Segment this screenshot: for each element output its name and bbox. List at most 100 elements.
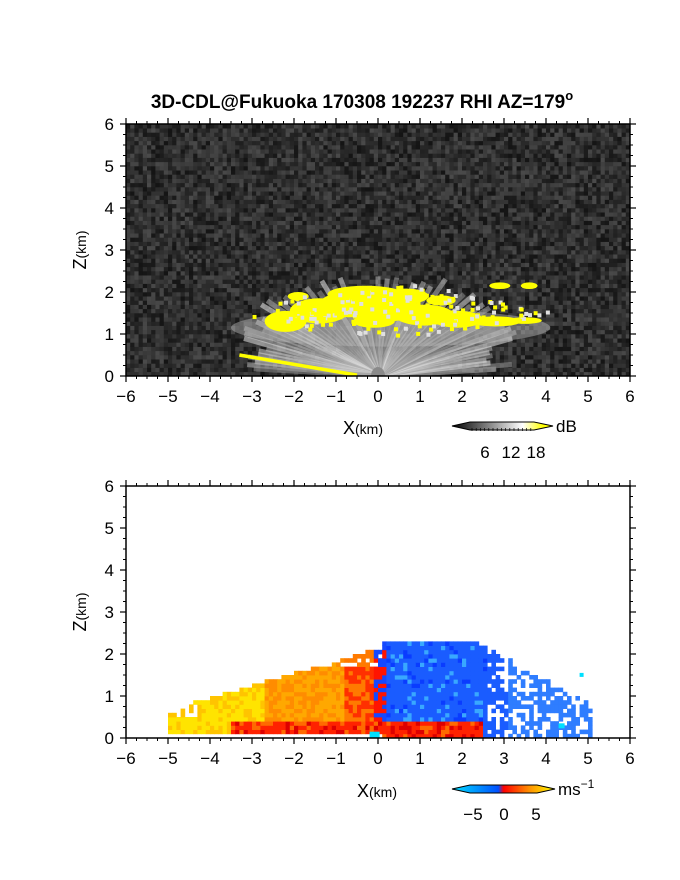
noise-cell (130, 363, 135, 368)
noise-cell (453, 245, 459, 251)
noise-cell (197, 149, 202, 154)
noise-cell (210, 149, 215, 154)
noise-cell (214, 195, 219, 200)
noise-cell (390, 195, 396, 200)
noise-cell (327, 271, 333, 276)
noise-cell (306, 275, 312, 280)
noise-cell (390, 145, 396, 150)
noise-cell (126, 174, 131, 179)
noise-cell (172, 174, 177, 179)
noise-cell (306, 241, 312, 247)
noise-cell (331, 266, 337, 272)
noise-cell (168, 153, 173, 158)
noise-cell (147, 367, 152, 373)
noise-cell (256, 136, 261, 142)
noise-cell (172, 161, 177, 167)
noise-cell (184, 363, 190, 368)
noise-cell (243, 170, 249, 175)
noise-cell (260, 166, 265, 171)
noise-cell (176, 191, 181, 196)
noise-cell (281, 229, 286, 234)
noise-cell (205, 342, 211, 347)
noise-cell (163, 363, 169, 368)
noise-cell (432, 182, 438, 188)
noise-cell (142, 254, 148, 259)
noise-cell (134, 304, 139, 310)
noise-cell (273, 296, 278, 301)
noise-cell (155, 153, 160, 158)
noise-cell (357, 279, 362, 284)
noise-cell (273, 170, 278, 175)
noise-cell (231, 338, 236, 343)
noise-cell (126, 237, 131, 242)
noise-cell (344, 262, 349, 268)
noise-cell (142, 300, 148, 305)
noise-cell (432, 262, 438, 268)
noise-cell (168, 128, 173, 133)
noise-cell (163, 203, 169, 209)
noise-cell (407, 145, 412, 150)
noise-cell (226, 338, 232, 343)
noise-cell (243, 275, 249, 280)
noise-cell (218, 313, 223, 318)
noise-cell (432, 237, 438, 242)
noise-cell (361, 271, 366, 276)
noise-cell (260, 170, 265, 175)
noise-cell (151, 321, 156, 326)
noise-cell (239, 266, 244, 272)
noise-cell (428, 262, 433, 268)
noise-cell (197, 161, 202, 167)
noise-cell (365, 182, 370, 188)
noise-cell (415, 258, 421, 263)
noise-cell (243, 203, 249, 209)
noise-cell (348, 136, 354, 142)
noise-cell (205, 359, 211, 364)
noise-cell (428, 182, 433, 188)
noise-cell (344, 174, 349, 179)
noise-cell (130, 157, 135, 163)
noise-cell (411, 208, 417, 213)
noise-cell (138, 132, 144, 137)
noise-cell (226, 371, 232, 376)
noise-cell (281, 266, 286, 272)
noise-cell (462, 283, 467, 289)
noise-cell (218, 233, 223, 238)
noise-cell (394, 271, 400, 276)
noise-cell (466, 166, 471, 171)
noise-cell (424, 136, 429, 142)
noise-cell (184, 245, 190, 251)
noise-cell (155, 317, 160, 322)
noise-cell (235, 338, 240, 343)
noise-cell (239, 342, 244, 347)
noise-cell (239, 166, 244, 171)
noise-cell (218, 334, 223, 339)
noise-cell (340, 191, 345, 196)
noise-cell (193, 216, 198, 221)
noise-cell (222, 166, 228, 171)
noise-cell (298, 199, 303, 205)
noise-cell (344, 132, 349, 137)
noise-cell (382, 203, 387, 209)
noise-cell (453, 266, 459, 272)
noise-cell (151, 367, 156, 373)
noise-cell (126, 321, 131, 326)
noise-cell (222, 313, 228, 318)
noise-cell (189, 367, 194, 373)
noise-cell (357, 195, 362, 200)
noise-cell (315, 191, 320, 196)
noise-cell (445, 237, 450, 242)
noise-cell (445, 132, 450, 137)
noise-cell (193, 266, 198, 272)
noise-cell (231, 187, 236, 192)
noise-cell (151, 132, 156, 137)
noise-cell (424, 208, 429, 213)
noise-cell (369, 182, 375, 188)
noise-cell (420, 170, 425, 175)
noise-cell (441, 170, 446, 175)
noise-cell (453, 170, 459, 175)
noise-cell (294, 229, 299, 234)
noise-cell (407, 279, 412, 284)
noise-cell (281, 195, 286, 200)
noise-cell (277, 174, 282, 179)
noise-cell (235, 224, 240, 230)
